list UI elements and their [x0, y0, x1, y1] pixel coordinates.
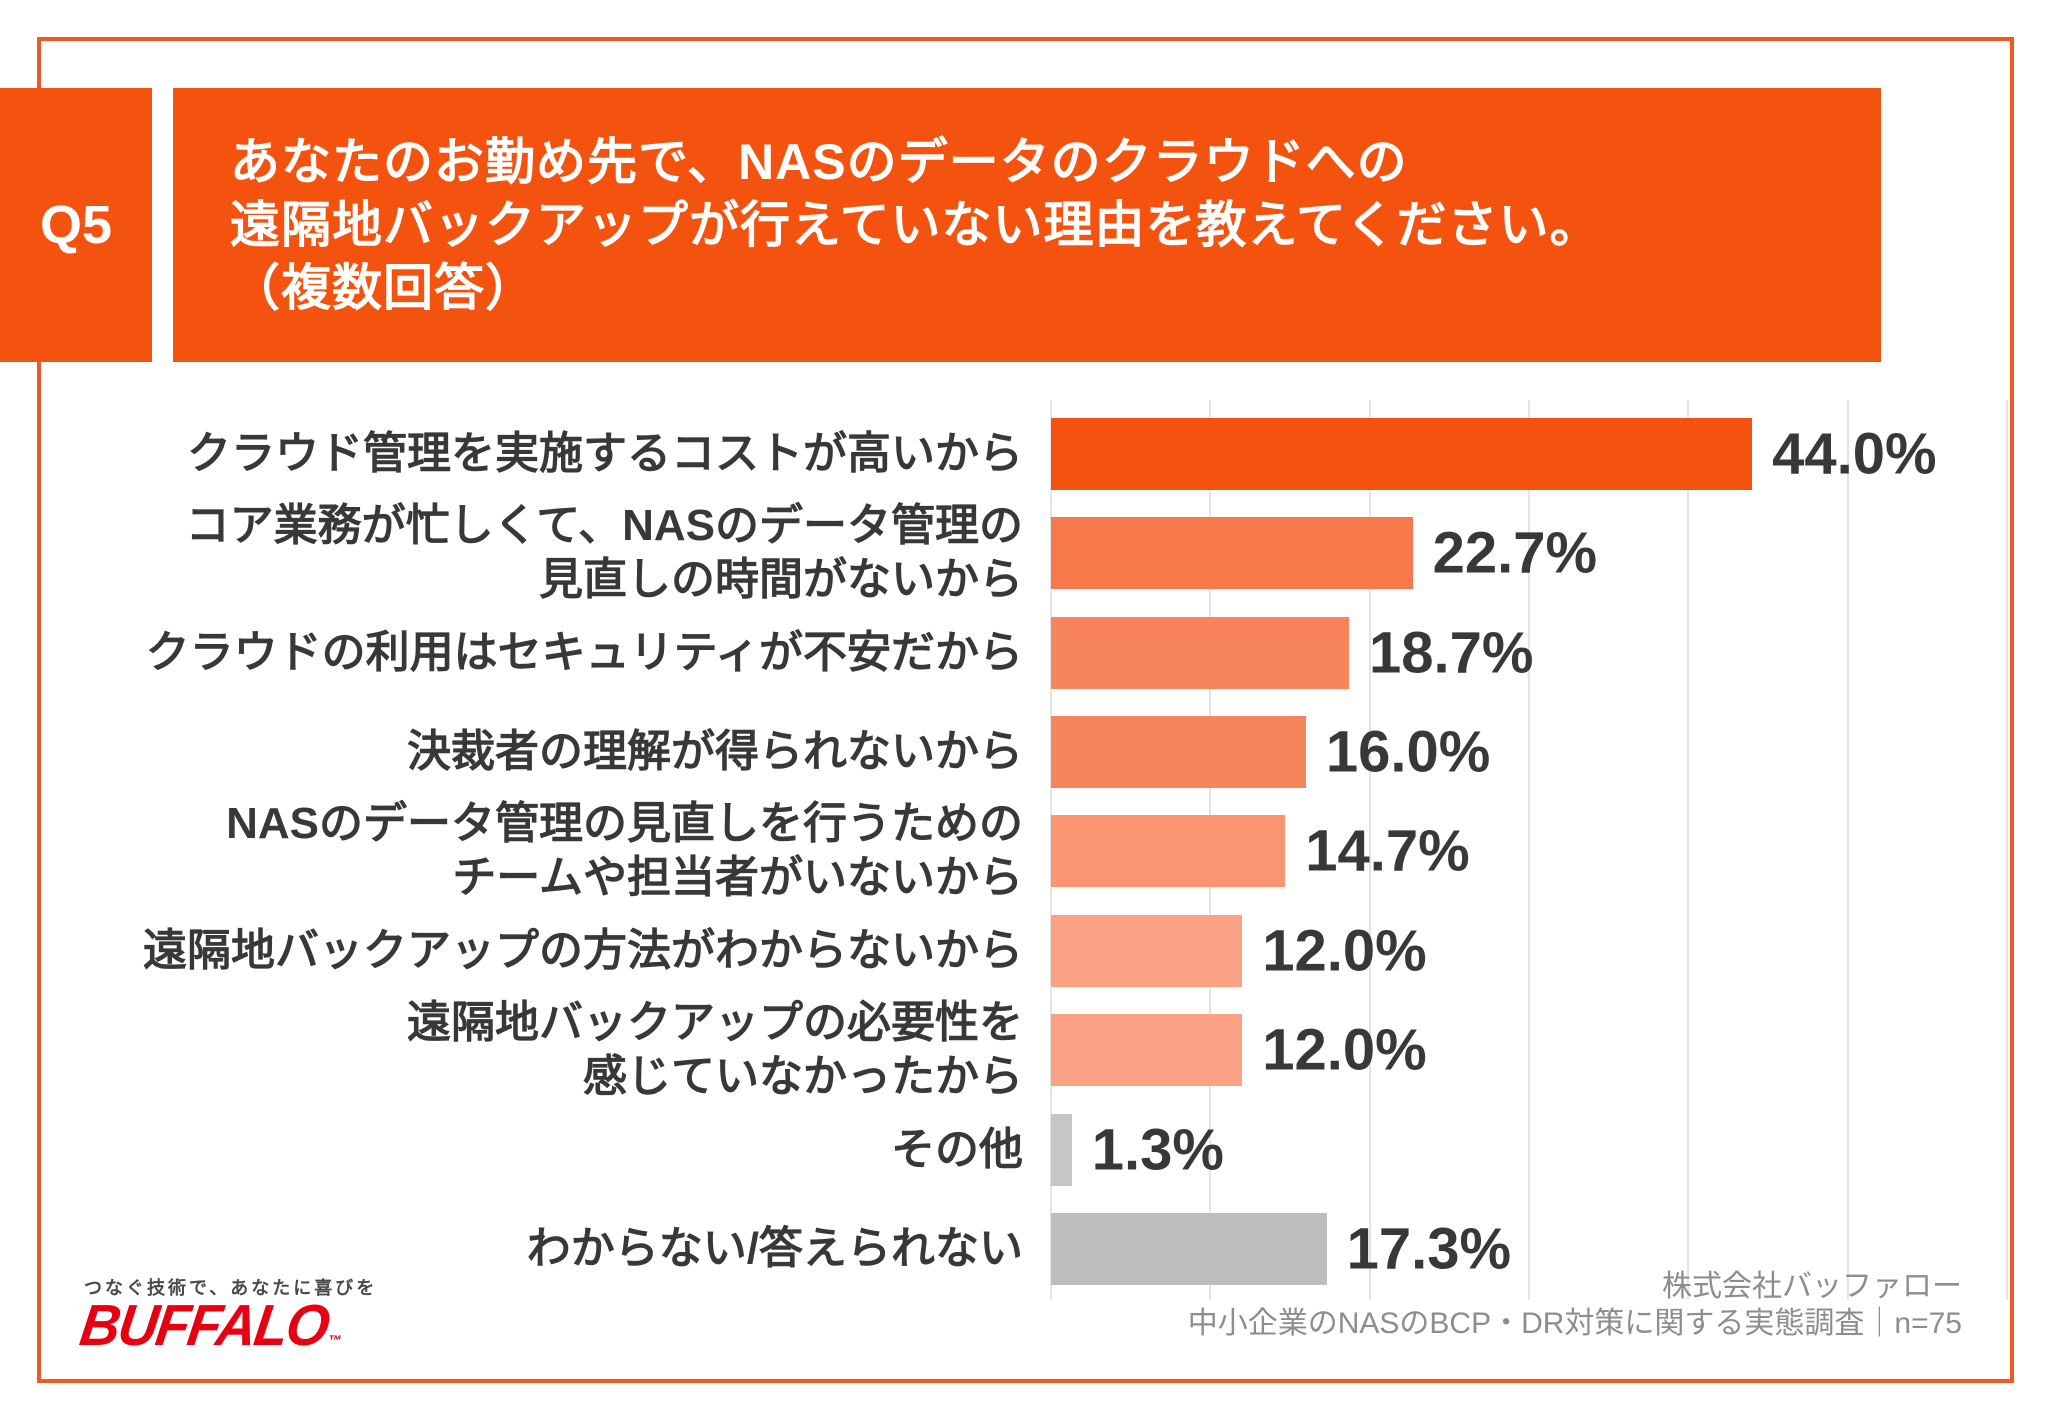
category-label-line: その他: [891, 1124, 1023, 1174]
value-label: 12.0%: [1262, 1017, 1427, 1083]
question-header: あなたのお勤め先で、NASのデータのクラウドへの 遠隔地バックアップが行えていな…: [173, 88, 1881, 362]
question-line-2: 遠隔地バックアップが行えていない理由を教えてください。: [230, 196, 1601, 253]
bar-row: 遠隔地バックアップの方法がわからないから 12.0%: [0, 901, 2048, 1000]
category-label-line: わからない/答えられない: [526, 1224, 1023, 1274]
category-label: わからない/答えられない: [0, 1222, 1023, 1276]
question-number: Q5: [39, 195, 113, 255]
bar: [1051, 1213, 1327, 1286]
category-label-line: クラウド管理を実施するコストが高いから: [187, 428, 1023, 478]
company-name: 株式会社バッファロー: [1662, 1270, 1962, 1303]
value-label: 18.7%: [1368, 620, 1534, 686]
survey-title: 中小企業のNASのBCP・DR対策に関する実態調査｜n=75: [1187, 1307, 1962, 1340]
trademark-symbol: ™: [327, 1332, 343, 1348]
category-label: クラウド管理を実施するコストが高いから: [0, 427, 1023, 481]
gridline-30: [1528, 400, 1530, 1300]
buffalo-tagline: つなぐ技術で、あなたに喜びを: [84, 1278, 378, 1298]
question-line-3: （複数回答）: [230, 259, 536, 316]
gridline-60: [2006, 400, 2008, 1300]
value-label: 22.7%: [1432, 520, 1598, 586]
bar-row: その他 1.3%: [0, 1100, 2048, 1199]
bar: [1051, 616, 1349, 689]
bar: [1051, 716, 1306, 789]
category-label-line: 感じていなかったから: [583, 1052, 1023, 1102]
value-label: 12.0%: [1262, 918, 1427, 984]
bar: [1051, 517, 1413, 590]
value-label: 44.0%: [1772, 421, 1937, 487]
question-number-badge: Q5: [0, 88, 152, 362]
value-label: 16.0%: [1325, 719, 1491, 785]
gridline-20: [1368, 400, 1371, 1300]
bar-row: 決裁者の理解が得られないから 16.0%: [0, 702, 2048, 801]
bar-row: 遠隔地バックアップの必要性を 感じていなかったから 12.0%: [0, 998, 2048, 1101]
bar-row: クラウド管理を実施するコストが高いから 44.0%: [0, 404, 2048, 503]
gridline-50: [1846, 400, 1849, 1300]
bar: [1051, 1113, 1072, 1186]
page-border-frame: [37, 37, 2014, 1383]
bar-chart: クラウド管理を実施するコストが高いから 44.0% コア業務が忙しくて、NASのデー…: [0, 404, 2048, 1299]
bar-row: クラウドの利用はセキュリティが不安だから 18.7%: [0, 603, 2048, 702]
bar-row: わからない/答えられない 17.3%: [0, 1200, 2048, 1299]
category-label-line: 遠隔地バックアップの方法がわからないから: [143, 925, 1023, 975]
category-label: 遠隔地バックアップの方法がわからないから: [0, 924, 1023, 978]
category-label-line: チームや担当者がいないから: [452, 853, 1023, 903]
category-label-line: 決裁者の理解が得られないから: [407, 727, 1023, 777]
category-label: その他: [0, 1123, 1023, 1177]
question-line-1: あなたのお勤め先で、NASのデータのクラウドへの: [230, 133, 1408, 190]
bar-row: コア業務が忙しくて、NASのデータ管理の 見直しの時間がないから 22.7%: [0, 501, 2048, 604]
bar: [1051, 1014, 1243, 1087]
category-label-line: コア業務が忙しくて、NASのデータ管理の: [185, 501, 1023, 551]
category-label: コア業務が忙しくて、NASのデータ管理の 見直しの時間がないから: [0, 499, 1023, 607]
value-label: 14.7%: [1305, 818, 1470, 884]
bar-row: NASのデータ管理の見直しを行うための チームや担当者がいないから 14.7%: [0, 799, 2048, 902]
category-label: クラウドの利用はセキュリティが不安だから: [0, 626, 1023, 680]
category-label-line: 見直しの時間がないから: [539, 555, 1023, 605]
bar: [1051, 417, 1753, 490]
category-label: 遠隔地バックアップの必要性を 感じていなかったから: [0, 996, 1023, 1104]
category-label: NASのデータ管理の見直しを行うための チームや担当者がいないから: [0, 797, 1023, 905]
buffalo-logo: BUFFALO™: [76, 1292, 348, 1359]
bar: [1051, 914, 1243, 987]
value-label: 17.3%: [1346, 1216, 1512, 1282]
value-label: 1.3%: [1091, 1117, 1224, 1183]
gridline-40: [1687, 400, 1690, 1300]
category-label: 決裁者の理解が得られないから: [0, 725, 1023, 779]
buffalo-logo-text: BUFFALO: [76, 1293, 333, 1358]
category-label-line: 遠隔地バックアップの必要性を: [407, 998, 1023, 1048]
category-label-line: クラウドの利用はセキュリティが不安だから: [145, 627, 1023, 677]
survey-attribution: 株式会社バッファロー 中小企業のNASのBCP・DR対策に関する実態調査｜n=7…: [1188, 1268, 1962, 1342]
category-label-line: NASのデータ管理の見直しを行うための: [226, 799, 1023, 849]
bar: [1051, 815, 1286, 888]
